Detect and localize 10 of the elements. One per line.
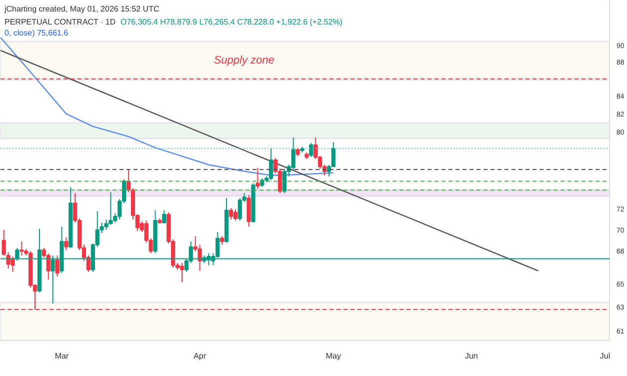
- annotation: 0, close) 75,661.6: [4, 28, 69, 38]
- annotation: O76,305.4 H78,879.9 L76,265.4 C78,228.0 +1,922.6 (+2.52%): [120, 18, 343, 26]
- x-tick-label: Mar: [54, 352, 69, 360]
- text: PERPETUAL CONTRACT · 1D: [4, 18, 116, 26]
- x-tick-label: Jun: [464, 352, 478, 360]
- x-tick-label: Jul: [600, 352, 610, 360]
- annotation: jCharting created, May 01, 2026 15:52 UTC: [4, 4, 160, 14]
- x-tick-label: May: [326, 352, 341, 360]
- x-tick-label: Apr: [194, 352, 206, 360]
- band-label: Supply zone: [214, 54, 274, 67]
